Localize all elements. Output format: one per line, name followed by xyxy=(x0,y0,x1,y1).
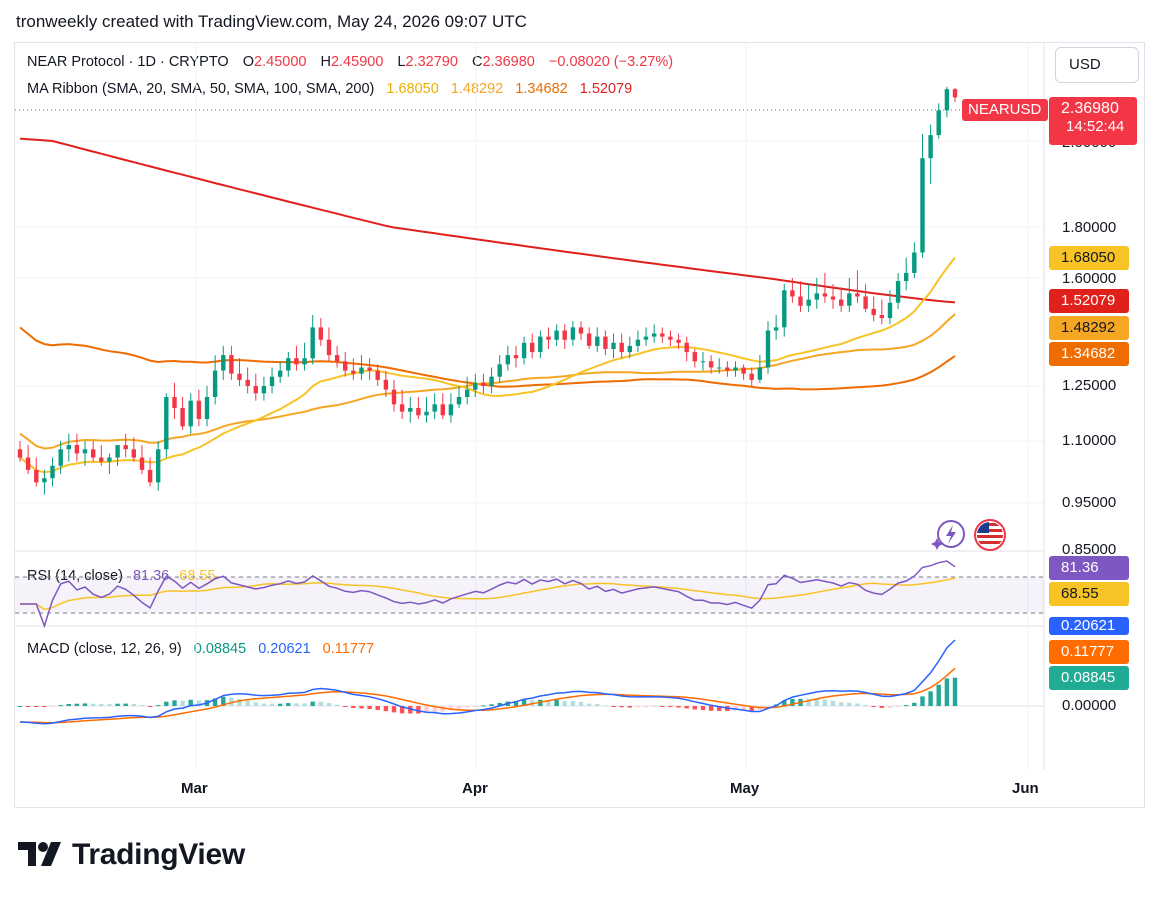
x-axis-label-may: May xyxy=(730,780,760,797)
rsi-ma-value: 68.55 xyxy=(179,568,216,584)
close-label: C xyxy=(471,54,483,70)
lightning-sparkle-icon[interactable] xyxy=(930,518,968,552)
y-axis-label: 1.25000 xyxy=(1062,377,1117,394)
symbol-price-tag: NEARUSD xyxy=(962,99,1048,121)
rsi-tag: 81.36 xyxy=(1049,556,1129,580)
macd-hist-tag: 0.08845 xyxy=(1049,666,1129,690)
tradingview-logo[interactable]: TradingView xyxy=(18,838,245,872)
open-value: 2.45000 xyxy=(254,54,307,70)
symbol-title[interactable]: NEAR Protocol · 1D · CRYPTO xyxy=(27,54,229,70)
low-label: L xyxy=(397,54,406,70)
ma50-tag: 1.48292 xyxy=(1049,316,1129,340)
y-axis-label: 0.85000 xyxy=(1062,541,1117,558)
x-axis-label-mar: Mar xyxy=(181,780,208,797)
close-value: 2.36980 xyxy=(482,54,535,70)
ma20-tag: 1.68050 xyxy=(1049,246,1129,270)
bar-countdown: 14:52:44 xyxy=(1066,118,1125,135)
rsi-title[interactable]: RSI (14, close) xyxy=(27,568,123,584)
rsi-value: 81.36 xyxy=(132,568,170,584)
low-value: 2.32790 xyxy=(405,54,458,70)
macd-signal-value: 0.11777 xyxy=(322,641,375,657)
macd-title[interactable]: MACD (close, 12, 26, 9) xyxy=(27,641,182,657)
currency-button[interactable]: USD xyxy=(1055,47,1139,83)
x-axis-label-apr: Apr xyxy=(462,780,488,797)
rsi-ma-tag: 68.55 xyxy=(1049,582,1129,606)
chart-attribution: tronweekly created with TradingView.com,… xyxy=(16,12,527,31)
symbol-legend: NEAR Protocol · 1D · CRYPTO O2.45000 H2.… xyxy=(27,54,673,70)
us-flag-icon[interactable] xyxy=(973,518,1007,552)
ma-ribbon-title[interactable]: MA Ribbon (SMA, 20, SMA, 50, SMA, 100, S… xyxy=(27,81,375,97)
change-value: −0.08020 (−3.27%) xyxy=(548,54,674,70)
high-label: H xyxy=(320,54,331,70)
last-price: 2.36980 xyxy=(1061,100,1119,117)
ma200-tag: 1.52079 xyxy=(1049,289,1129,313)
ma100-tag: 1.34682 xyxy=(1049,342,1129,366)
y-axis-label: 0.95000 xyxy=(1062,494,1117,511)
macd-zero-label: 0.00000 xyxy=(1062,697,1117,714)
x-axis-label-jun: Jun xyxy=(1012,780,1039,797)
macd-signal-tag: 0.11777 xyxy=(1049,640,1129,664)
open-label: O xyxy=(242,54,255,70)
macd-line-value: 0.20621 xyxy=(258,641,311,657)
rsi-legend: RSI (14, close) 81.36 68.55 xyxy=(27,568,216,584)
ma-ribbon-legend: MA Ribbon (SMA, 20, SMA, 50, SMA, 100, S… xyxy=(27,81,632,97)
y-axis-label: 1.10000 xyxy=(1062,432,1117,449)
chart-frame xyxy=(14,42,1145,808)
ma200-value: 1.52079 xyxy=(579,81,633,97)
last-price-tag: 2.36980 14:52:44 xyxy=(1049,97,1137,145)
tradingview-wordmark: TradingView xyxy=(72,838,245,871)
tradingview-logo-icon xyxy=(18,842,61,866)
macd-hist-value: 0.08845 xyxy=(193,641,247,657)
ma20-value: 1.68050 xyxy=(386,81,439,97)
macd-legend: MACD (close, 12, 26, 9) 0.08845 0.20621 … xyxy=(27,641,374,657)
high-value: 2.45900 xyxy=(330,54,384,70)
ma50-value: 1.48292 xyxy=(450,81,504,97)
ma100-value: 1.34682 xyxy=(515,81,568,97)
y-axis-label: 1.80000 xyxy=(1062,219,1117,236)
macd-line-tag: 0.20621 xyxy=(1049,617,1129,635)
y-axis-label: 1.60000 xyxy=(1062,270,1117,287)
